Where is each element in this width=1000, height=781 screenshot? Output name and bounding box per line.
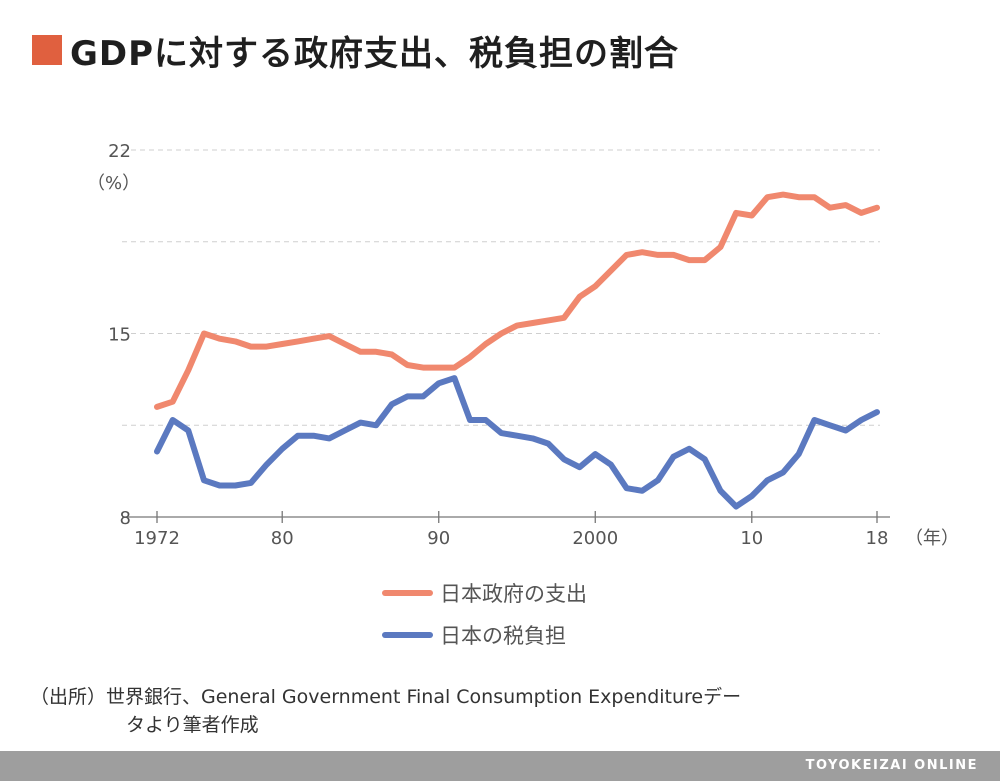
x-tick-label: 80: [271, 528, 294, 549]
x-tick-label: 10: [740, 528, 763, 549]
source-note: （出所）世界銀行、General Government Final Consum…: [30, 683, 910, 739]
x-tick-label: 90: [427, 528, 450, 549]
legend-label-2: 日本の税負担: [440, 624, 566, 648]
y-tick-label: 8: [120, 508, 131, 529]
line-chart: 8 15 22 （%） 1972 80 90 2000 10 18 （年） 日本政府の支出日本の税負…: [87, 141, 959, 648]
y-axis-unit-label: （%）: [87, 173, 140, 194]
y-tick-label: 22: [108, 141, 131, 162]
y-tick-label: 15: [108, 325, 131, 346]
x-axis-unit-label: （年）: [905, 528, 959, 549]
x-tick-label: 2000: [572, 528, 618, 549]
gridlines: [122, 149, 880, 426]
series-line-2: [154, 375, 880, 510]
footer-bar: TOYOKEIZAI ONLINE: [0, 751, 1000, 781]
x-tick-label: 18: [866, 528, 889, 549]
legend-label-1: 日本政府の支出: [440, 582, 587, 606]
series-lines: [154, 191, 880, 510]
chart-title-row: GDPに対する政府支出、税負担の割合: [32, 26, 679, 74]
footer-brand: TOYOKEIZAI ONLINE: [805, 758, 978, 773]
source-line-2: タより筆者作成: [126, 714, 259, 736]
x-tick-label: 1972: [134, 528, 180, 549]
axes: 8 15 22 （%） 1972 80 90 2000 10 18 （年）: [87, 141, 959, 549]
source-line-1: （出所）世界銀行、General Government Final Consum…: [30, 686, 742, 708]
title-marker-square: [32, 35, 62, 65]
chart-title: GDPに対する政府支出、税負担の割合: [70, 33, 680, 74]
series-line-1: [154, 191, 880, 410]
